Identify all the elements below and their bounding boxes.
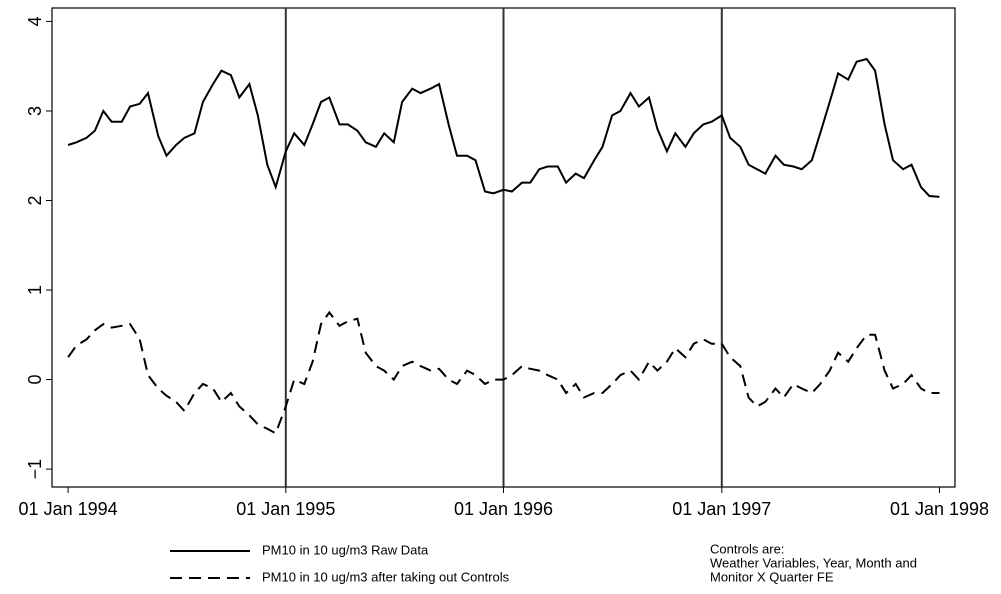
y-tick-label: 3 bbox=[25, 106, 45, 116]
x-tick-label: 01 Jan 1998 bbox=[890, 499, 989, 519]
note: Weather Variables, Year, Month and bbox=[710, 555, 917, 570]
series-line bbox=[67, 310, 940, 435]
x-tick-label: 01 Jan 1996 bbox=[454, 499, 553, 519]
y-tick-label: −1 bbox=[25, 459, 45, 480]
note: Monitor X Quarter FE bbox=[710, 569, 834, 584]
legend-label: PM10 in 10 ug/m3 after taking out Contro… bbox=[262, 569, 510, 584]
x-tick-label: 01 Jan 1997 bbox=[672, 499, 771, 519]
y-tick-label: 1 bbox=[25, 285, 45, 295]
y-tick-label: 0 bbox=[25, 375, 45, 385]
y-tick-label: 4 bbox=[25, 16, 45, 26]
x-tick-label: 01 Jan 1995 bbox=[236, 499, 335, 519]
x-tick-label: 01 Jan 1994 bbox=[19, 499, 118, 519]
note: Controls are: bbox=[710, 541, 784, 556]
y-tick-label: 2 bbox=[25, 195, 45, 205]
series-line bbox=[67, 57, 940, 198]
legend-label: PM10 in 10 ug/m3 Raw Data bbox=[262, 542, 429, 557]
